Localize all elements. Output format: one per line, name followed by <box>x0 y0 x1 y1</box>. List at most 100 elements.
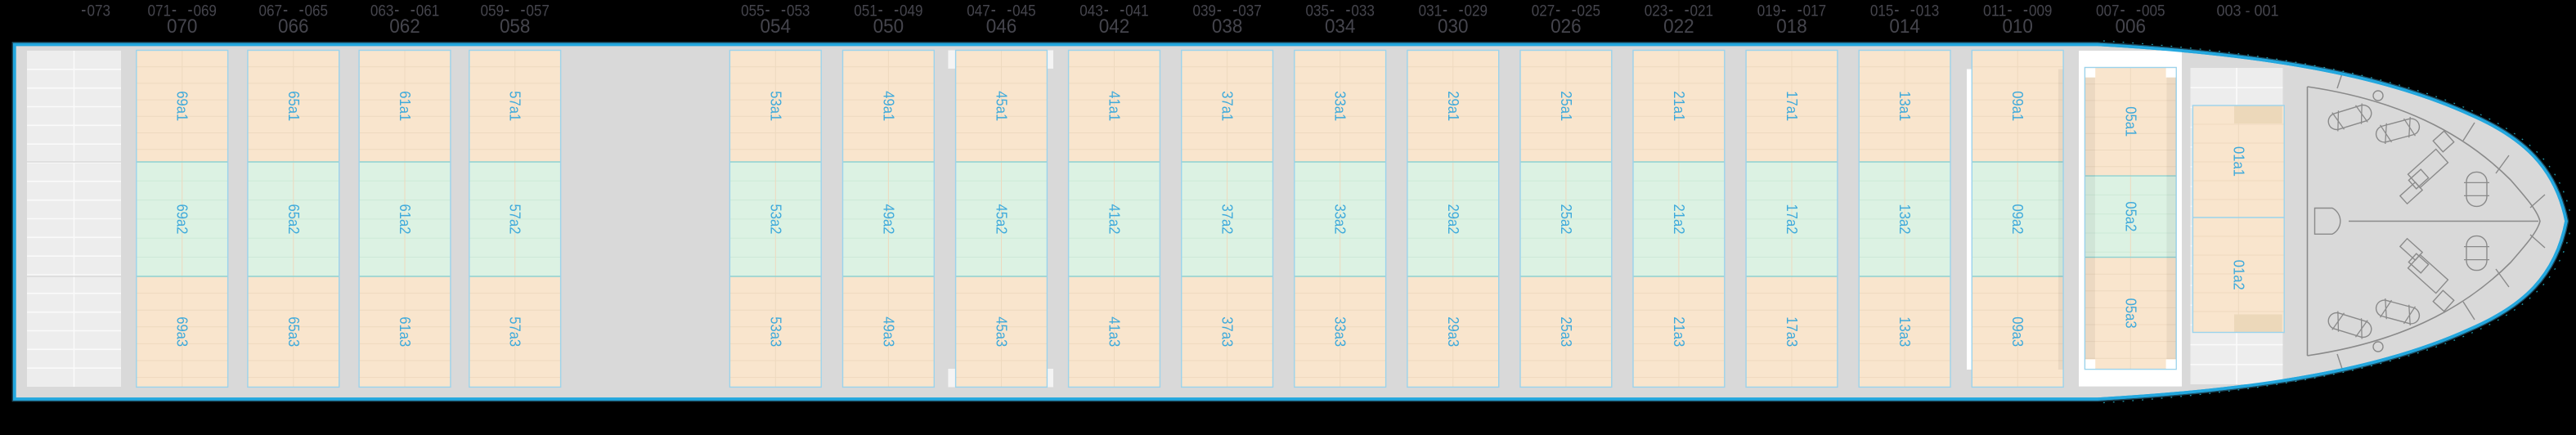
svg-text:035: 035 <box>1306 3 1330 20</box>
svg-text:053: 053 <box>787 3 810 20</box>
svg-text:09a2: 09a2 <box>2009 204 2026 235</box>
svg-text:066: 066 <box>278 16 309 38</box>
svg-text:21a2: 21a2 <box>1671 204 1687 235</box>
svg-text:006: 006 <box>2116 16 2147 38</box>
svg-text:065: 065 <box>305 3 329 20</box>
svg-text:011: 011 <box>1983 3 2007 20</box>
svg-text:65a3: 65a3 <box>285 316 302 347</box>
svg-text:041: 041 <box>1125 3 1149 20</box>
svg-text:41a1: 41a1 <box>1106 91 1123 121</box>
svg-text:047: 047 <box>967 3 990 20</box>
svg-text:067: 067 <box>259 3 283 20</box>
svg-text:17a1: 17a1 <box>1784 91 1800 121</box>
svg-text:29a3: 29a3 <box>1445 316 1461 347</box>
svg-text:027: 027 <box>1532 3 1555 20</box>
svg-text:054: 054 <box>761 16 792 38</box>
svg-text:049: 049 <box>900 3 923 20</box>
svg-text:53a2: 53a2 <box>767 204 783 235</box>
svg-text:69a1: 69a1 <box>174 91 191 121</box>
svg-text:033: 033 <box>1351 3 1375 20</box>
svg-text:05a3: 05a3 <box>2122 298 2138 329</box>
svg-text:015: 015 <box>1870 3 1894 20</box>
svg-text:050: 050 <box>873 16 904 38</box>
svg-text:05a1: 05a1 <box>2122 106 2138 137</box>
svg-text:57a3: 57a3 <box>507 316 523 347</box>
svg-text:038: 038 <box>1212 16 1243 38</box>
svg-text:030: 030 <box>1438 16 1469 38</box>
svg-text:007: 007 <box>2096 3 2120 20</box>
svg-text:61a1: 61a1 <box>397 91 413 121</box>
svg-text:019: 019 <box>1757 3 1781 20</box>
svg-text:051: 051 <box>854 3 877 20</box>
svg-text:018: 018 <box>1776 16 1807 38</box>
svg-text:65a1: 65a1 <box>285 91 302 121</box>
svg-text:014: 014 <box>1889 16 1920 38</box>
svg-text:009: 009 <box>2029 3 2053 20</box>
svg-text:005: 005 <box>2142 3 2165 20</box>
svg-text:25a3: 25a3 <box>1558 316 1574 347</box>
svg-text:058: 058 <box>500 16 531 38</box>
svg-text:49a3: 49a3 <box>880 316 896 347</box>
svg-text:039: 039 <box>1192 3 1216 20</box>
svg-text:046: 046 <box>986 16 1017 38</box>
svg-text:29a1: 29a1 <box>1445 91 1461 121</box>
svg-text:029: 029 <box>1465 3 1488 20</box>
svg-text:017: 017 <box>1803 3 1827 20</box>
svg-text:031: 031 <box>1419 3 1443 20</box>
svg-text:49a2: 49a2 <box>880 204 896 235</box>
svg-text:022: 022 <box>1663 16 1694 38</box>
svg-text:37a3: 37a3 <box>1219 316 1236 347</box>
svg-text:037: 037 <box>1238 3 1262 20</box>
svg-text:61a3: 61a3 <box>397 316 413 347</box>
svg-text:01a2: 01a2 <box>2230 260 2246 290</box>
svg-text:29a2: 29a2 <box>1445 204 1461 235</box>
svg-text:09a1: 09a1 <box>2009 91 2026 121</box>
svg-text:21a3: 21a3 <box>1671 316 1687 347</box>
svg-text:05a2: 05a2 <box>2122 201 2138 231</box>
svg-text:061: 061 <box>416 3 440 20</box>
svg-text:33a3: 33a3 <box>1332 316 1349 347</box>
svg-text:45a3: 45a3 <box>994 316 1010 347</box>
svg-text:65a2: 65a2 <box>285 204 302 235</box>
svg-text:055: 055 <box>741 3 765 20</box>
svg-text:063: 063 <box>370 3 394 20</box>
svg-text:61a2: 61a2 <box>397 204 413 235</box>
svg-text:45a1: 45a1 <box>994 91 1010 121</box>
svg-text:13a1: 13a1 <box>1896 91 1913 121</box>
svg-text:010: 010 <box>2002 16 2033 38</box>
svg-text:13a3: 13a3 <box>1896 316 1913 347</box>
svg-text:37a1: 37a1 <box>1219 91 1236 121</box>
svg-text:17a2: 17a2 <box>1784 204 1800 235</box>
svg-text:070: 070 <box>167 16 198 38</box>
svg-text:071: 071 <box>148 3 172 20</box>
svg-text:45a2: 45a2 <box>994 204 1010 235</box>
svg-text:69a2: 69a2 <box>174 204 191 234</box>
svg-text:042: 042 <box>1099 16 1130 38</box>
svg-text:13a2: 13a2 <box>1896 204 1913 235</box>
svg-text:33a2: 33a2 <box>1332 204 1349 235</box>
svg-text:021: 021 <box>1690 3 1714 20</box>
svg-text:059: 059 <box>481 3 505 20</box>
svg-text:69a3: 69a3 <box>174 316 191 347</box>
svg-text:57a2: 57a2 <box>507 204 523 235</box>
svg-text:043: 043 <box>1079 3 1103 20</box>
svg-text:17a3: 17a3 <box>1784 316 1800 347</box>
svg-text:21a1: 21a1 <box>1671 91 1687 121</box>
svg-text:09a3: 09a3 <box>2009 316 2026 347</box>
svg-text:034: 034 <box>1325 16 1356 38</box>
svg-text:013: 013 <box>1916 3 1940 20</box>
svg-text:062: 062 <box>389 16 420 38</box>
svg-text:37a2: 37a2 <box>1219 204 1236 235</box>
svg-text:003 - 001: 003 - 001 <box>2217 3 2279 20</box>
svg-text:57a1: 57a1 <box>507 91 523 121</box>
svg-text:49a1: 49a1 <box>880 91 896 121</box>
svg-text:25a1: 25a1 <box>1558 91 1574 121</box>
svg-text:045: 045 <box>1012 3 1036 20</box>
svg-text:33a1: 33a1 <box>1332 91 1349 121</box>
svg-text:41a3: 41a3 <box>1106 316 1123 347</box>
svg-text:073: 073 <box>88 3 111 20</box>
svg-text:01a1: 01a1 <box>2230 146 2246 177</box>
svg-text:53a3: 53a3 <box>767 316 783 347</box>
svg-text:25a2: 25a2 <box>1558 204 1574 235</box>
svg-text:53a1: 53a1 <box>767 91 783 121</box>
